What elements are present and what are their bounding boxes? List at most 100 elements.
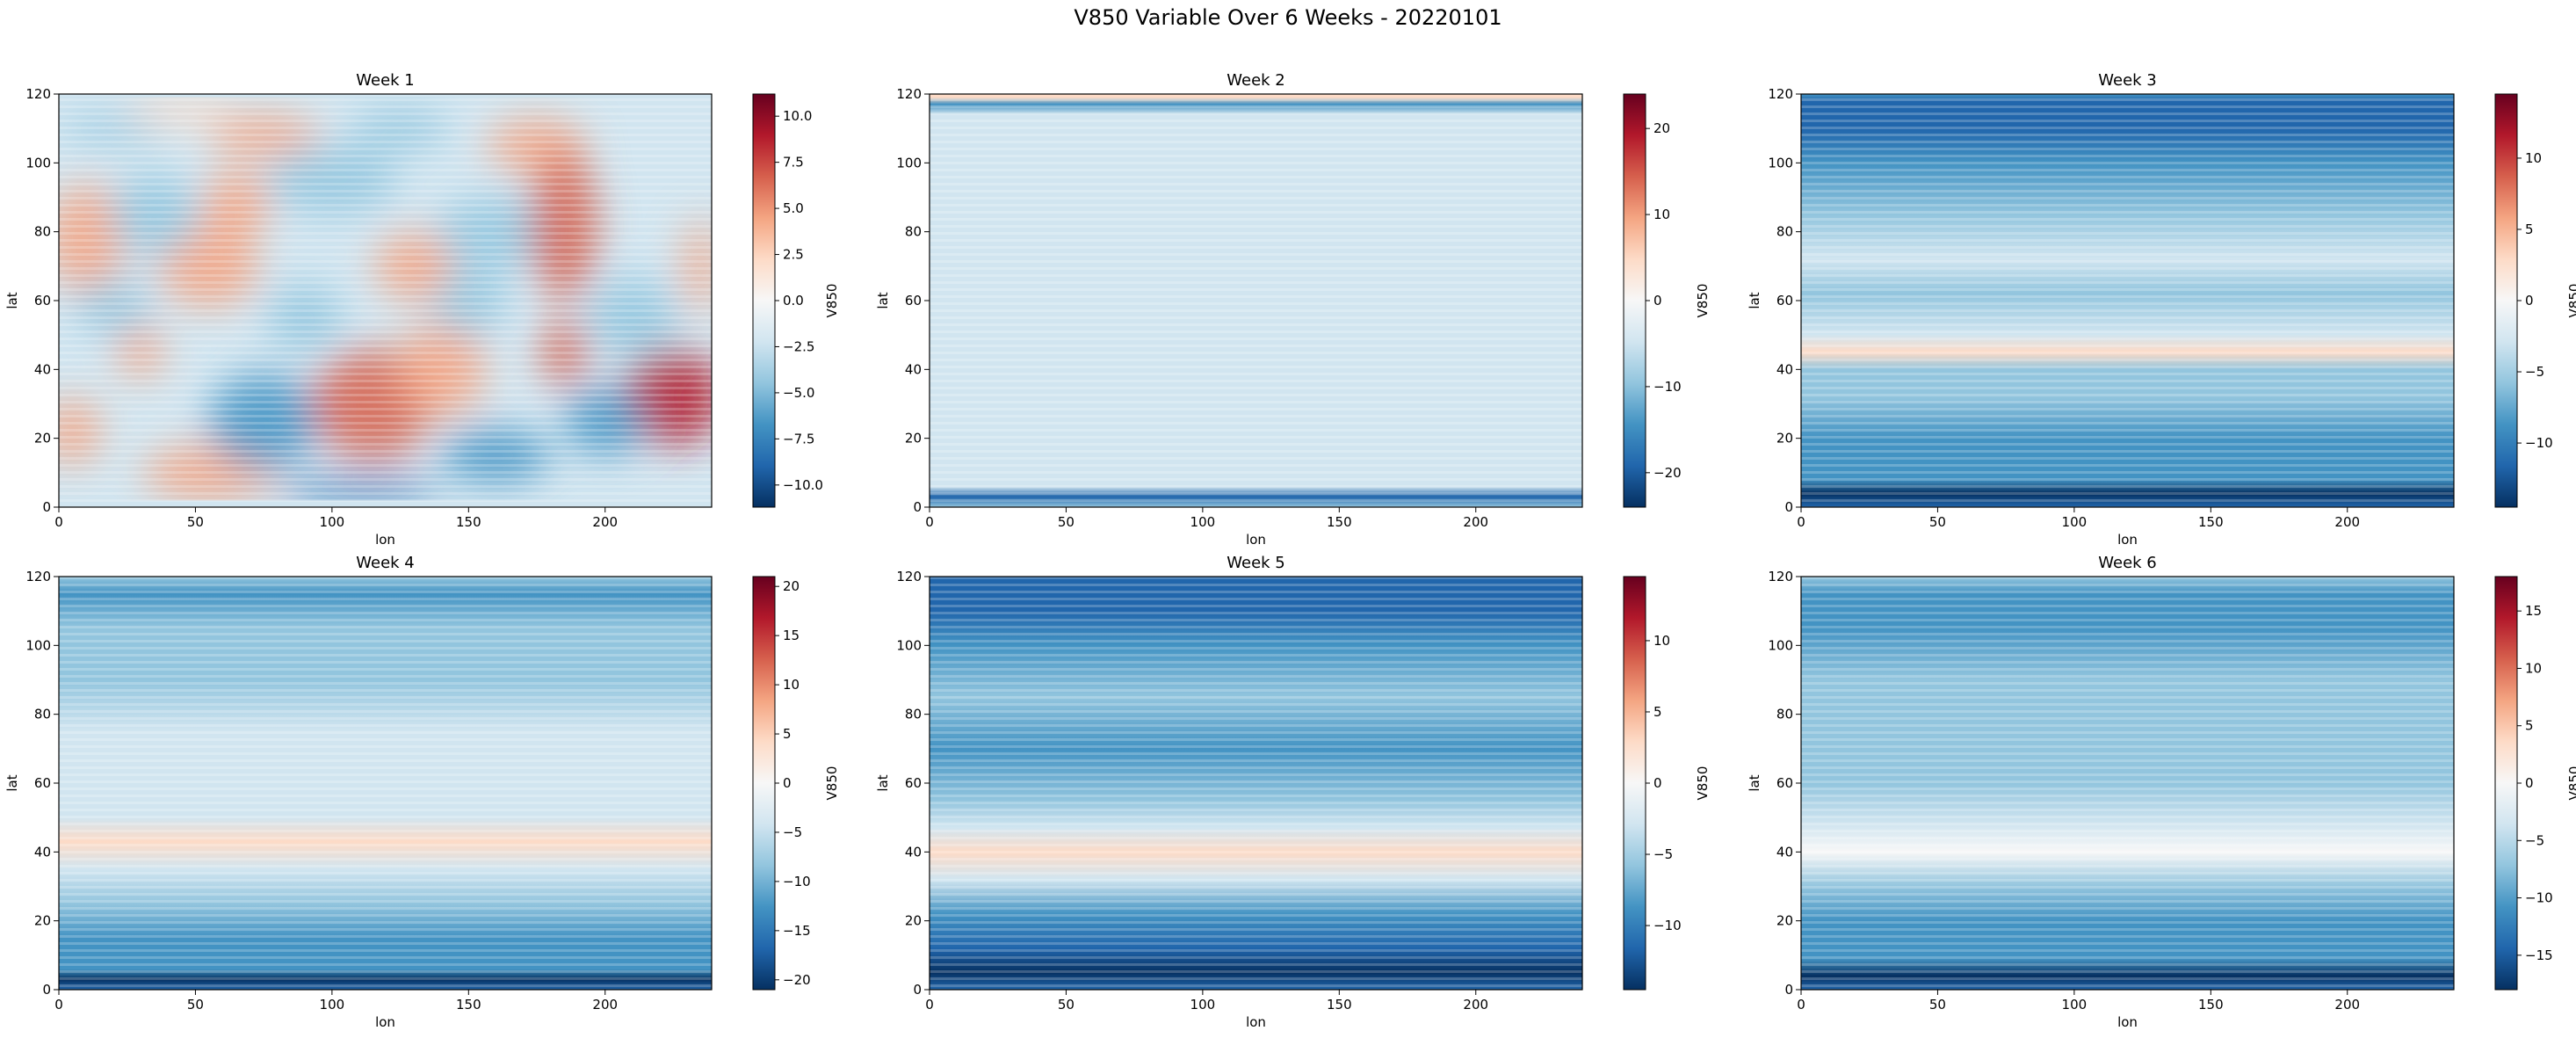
y-tick-label: 0 <box>42 982 51 998</box>
colorbar-tick-label: −2.5 <box>783 338 814 354</box>
panel-title: Week 3 <box>2098 71 2157 90</box>
y-tick-label: 80 <box>34 224 51 240</box>
x-tick-label: 0 <box>1797 514 1805 530</box>
y-tick-label: 100 <box>25 637 51 653</box>
x-axis-label: lon <box>2117 1014 2138 1030</box>
y-tick-label: 0 <box>1784 499 1793 515</box>
x-tick-label: 100 <box>1190 514 1216 530</box>
x-tick-label: 150 <box>1327 997 1352 1013</box>
panel-week-4: Week 40 50 100 150 200020406080100120lonlat−… <box>4 554 840 1030</box>
y-tick-label: 100 <box>1768 155 1793 171</box>
x-tick-label: 200 <box>2334 997 2360 1013</box>
x-tick-label: 50 <box>1929 997 1946 1013</box>
x-tick-label: 0 <box>925 514 934 530</box>
heatmap-stripes <box>930 577 1582 990</box>
colorbar-tick-label: 5 <box>2525 718 2534 734</box>
heatmap-field <box>1801 94 2454 507</box>
heatmap-stripes <box>59 577 712 990</box>
y-tick-label: 60 <box>1776 775 1793 791</box>
colorbar <box>1623 576 1646 991</box>
colorbar-tick-label: −10 <box>1653 379 1682 395</box>
x-tick-label: 200 <box>2334 514 2360 530</box>
colorbar-tick-label: 5 <box>2525 221 2534 237</box>
y-tick-label: 40 <box>905 361 922 377</box>
x-tick-label: 50 <box>1058 514 1075 530</box>
x-axis-label: lon <box>375 1014 395 1030</box>
heatmap-field <box>59 577 712 990</box>
y-tick-label: 120 <box>1768 569 1793 584</box>
colorbar-tick-label: −20 <box>1653 465 1682 481</box>
y-tick-label: 120 <box>1768 86 1793 102</box>
colorbar-tick-label: 10 <box>2525 660 2542 676</box>
y-tick-label: 40 <box>34 361 51 377</box>
x-tick-label: 200 <box>1463 514 1488 530</box>
heatmap-stripes <box>1801 94 2454 507</box>
y-tick-label: 20 <box>34 431 51 446</box>
y-tick-label: 80 <box>1776 224 1793 240</box>
x-axis-label: lon <box>1246 532 1266 548</box>
colorbar-label: V850 <box>824 766 840 801</box>
colorbar-tick-label: 0 <box>1653 293 1662 308</box>
heatmap-field <box>1801 577 2454 990</box>
colorbar-tick-label: 10.0 <box>783 108 812 124</box>
y-tick-label: 120 <box>25 569 51 584</box>
colorbar-tick-label: −5 <box>783 824 802 840</box>
y-tick-label: 40 <box>34 844 51 860</box>
y-tick-label: 120 <box>896 569 922 584</box>
colorbar <box>752 576 776 991</box>
heatmap-stripes <box>930 94 1582 507</box>
x-tick-label: 150 <box>2198 997 2224 1013</box>
panel-week-3: Week 30 50 100 150 200020406080100120lonlat−… <box>1747 71 2576 548</box>
colorbar <box>1623 93 1646 508</box>
colorbar-label: V850 <box>2566 766 2576 801</box>
x-tick-label: 0 <box>54 997 63 1013</box>
y-tick-label: 80 <box>1776 707 1793 722</box>
y-tick-label: 80 <box>905 707 922 722</box>
y-tick-label: 80 <box>34 707 51 722</box>
colorbar-tick-label: −10 <box>2525 435 2553 451</box>
y-tick-label: 120 <box>25 86 51 102</box>
x-tick-label: 50 <box>187 514 204 530</box>
y-tick-label: 20 <box>905 913 922 929</box>
colorbar <box>2494 93 2518 508</box>
colorbar-tick-label: −5 <box>2525 832 2544 848</box>
colorbar-tick-label: −10 <box>783 874 811 889</box>
x-axis-label: lon <box>1246 1014 1266 1030</box>
x-tick-label: 150 <box>456 997 481 1013</box>
panel-week-6: Week 60 50 100 150 200020406080100120lonlat−… <box>1747 554 2576 1030</box>
colorbar-tick-label: −5.0 <box>783 385 814 401</box>
x-tick-label: 100 <box>2062 997 2088 1013</box>
colorbar-label: V850 <box>1695 766 1711 801</box>
x-tick-label: 50 <box>1929 514 1946 530</box>
y-axis-label: lat <box>875 774 891 791</box>
x-tick-label: 150 <box>2198 514 2224 530</box>
y-tick-label: 60 <box>34 775 51 791</box>
y-tick-label: 0 <box>913 499 922 515</box>
x-tick-label: 100 <box>2062 514 2088 530</box>
heatmap-stripes <box>1801 577 2454 990</box>
colorbar-label: V850 <box>1695 284 1711 318</box>
panel-title: Week 5 <box>1226 554 1285 572</box>
y-tick-label: 20 <box>34 913 51 929</box>
y-tick-label: 0 <box>42 499 51 515</box>
colorbar-tick-label: −10 <box>2525 890 2553 906</box>
x-tick-label: 200 <box>592 997 618 1013</box>
x-axis-label: lon <box>375 532 395 548</box>
y-tick-label: 120 <box>896 86 922 102</box>
colorbar-tick-label: 5.0 <box>783 200 804 216</box>
colorbar-tick-label: −10.0 <box>783 477 823 493</box>
y-axis-label: lat <box>4 292 20 308</box>
colorbar-tick-label: 0 <box>2525 293 2534 308</box>
colorbar-tick-label: 2.5 <box>783 247 804 263</box>
colorbar-label: V850 <box>2566 284 2576 318</box>
panel-title: Week 6 <box>2098 554 2157 572</box>
x-tick-label: 200 <box>592 514 618 530</box>
colorbar-tick-label: 10 <box>2525 150 2542 166</box>
heatmap-stripes <box>59 94 712 507</box>
colorbar-tick-label: 7.5 <box>783 155 804 171</box>
y-tick-label: 60 <box>905 775 922 791</box>
figure-title: V850 Variable Over 6 Weeks - 20220101 <box>1074 5 1502 30</box>
colorbar <box>752 93 776 508</box>
colorbar-tick-label: 5 <box>783 726 792 742</box>
